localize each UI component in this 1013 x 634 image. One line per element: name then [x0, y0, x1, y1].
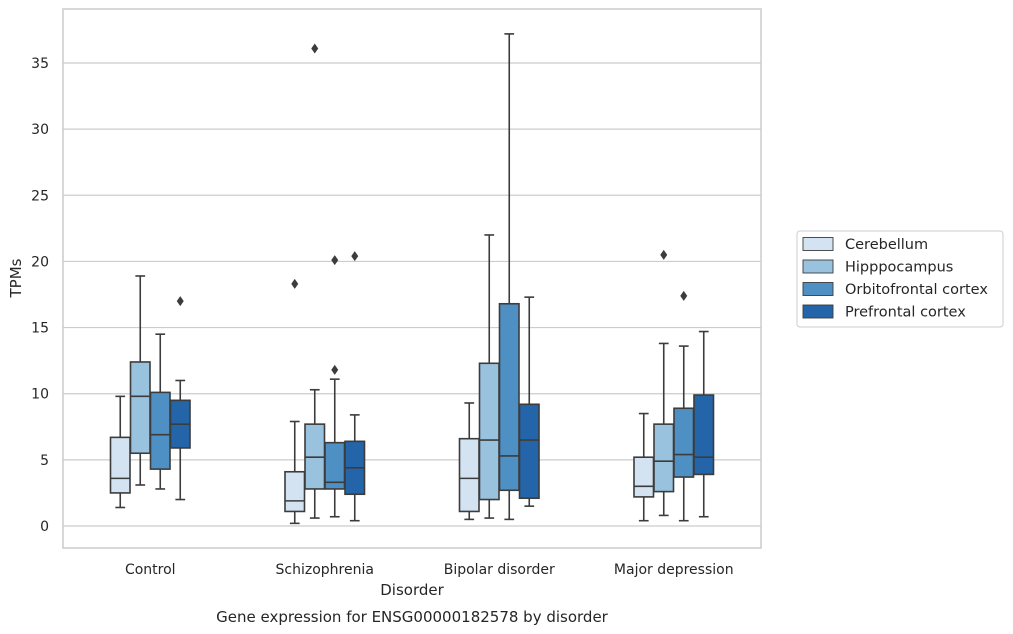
- box: [149, 391, 171, 470]
- box: [458, 437, 480, 513]
- y-tick-label: 15: [31, 321, 49, 337]
- x-tick-label: Bipolar disorder: [444, 562, 555, 578]
- x-tick-labels: Control Schizophrenia Bipolar disorder Majo…: [125, 562, 734, 578]
- outlier-point: [331, 255, 339, 266]
- box-group: [149, 333, 171, 490]
- plot-frame: [62, 8, 762, 549]
- box-group: [284, 278, 306, 525]
- box-group: [169, 296, 191, 501]
- outlier-point: [680, 290, 688, 301]
- box: [518, 403, 540, 500]
- legend-frame: [796, 230, 1004, 328]
- y-tick-label: 30: [31, 122, 49, 138]
- box: [498, 302, 520, 492]
- box-group: [324, 255, 346, 518]
- legend-swatch: [802, 282, 834, 296]
- box-group: [304, 43, 326, 519]
- legend-label: Prefrontal cortex: [845, 305, 966, 321]
- box: [284, 470, 306, 513]
- outlier-point: [331, 364, 339, 375]
- legend-swatch: [802, 304, 834, 319]
- box-group: [344, 251, 366, 522]
- box: [633, 456, 655, 498]
- chart-caption: Gene expression for ENSG00000182578 by d…: [216, 608, 609, 626]
- y-axis-title: TPMs: [7, 258, 25, 298]
- legend-label: Cerebellum: [845, 237, 928, 253]
- box-group: [458, 402, 480, 521]
- outlier-point: [311, 43, 319, 54]
- box: [478, 362, 500, 501]
- legend-swatch: [802, 259, 834, 274]
- y-tick-label: 10: [31, 387, 49, 403]
- legend-label: Hipppocampus: [845, 260, 953, 276]
- y-tick-labels: 0 5 10 15 20 25 30 35: [31, 56, 49, 535]
- x-tick-label: Schizophrenia: [276, 562, 374, 578]
- y-tick-label: 0: [40, 519, 49, 535]
- box-group: [633, 412, 655, 522]
- outlier-point: [351, 251, 359, 262]
- y-tick-label: 5: [40, 453, 49, 469]
- boxes: [109, 33, 715, 525]
- box: [673, 407, 695, 478]
- gridlines: [63, 62, 761, 527]
- y-tick-label: 20: [31, 254, 49, 270]
- box-group: [673, 290, 695, 522]
- legend-swatch: [802, 237, 834, 251]
- box: [653, 423, 675, 493]
- y-tick-label: 25: [31, 188, 49, 204]
- box-group: [518, 296, 540, 507]
- x-tick-label: Control: [125, 562, 176, 578]
- box-group: [109, 395, 131, 509]
- box-group: [653, 249, 675, 517]
- outlier-point: [660, 249, 668, 260]
- box-group: [129, 275, 151, 486]
- box-group: [498, 33, 520, 521]
- box: [129, 361, 151, 455]
- box-group: [478, 234, 500, 519]
- x-axis-title: Disorder: [380, 581, 444, 599]
- y-tick-label: 35: [31, 56, 49, 72]
- outlier-point: [291, 278, 299, 289]
- box: [693, 394, 715, 476]
- box-group: [693, 330, 715, 518]
- x-tick-label: Major depression: [614, 562, 734, 578]
- box: [109, 436, 131, 494]
- legend: Cerebellum Hipppocampus Orbitofrontal cort…: [796, 230, 1004, 328]
- legend-label: Orbitofrontal cortex: [845, 282, 988, 298]
- outlier-point: [176, 296, 184, 307]
